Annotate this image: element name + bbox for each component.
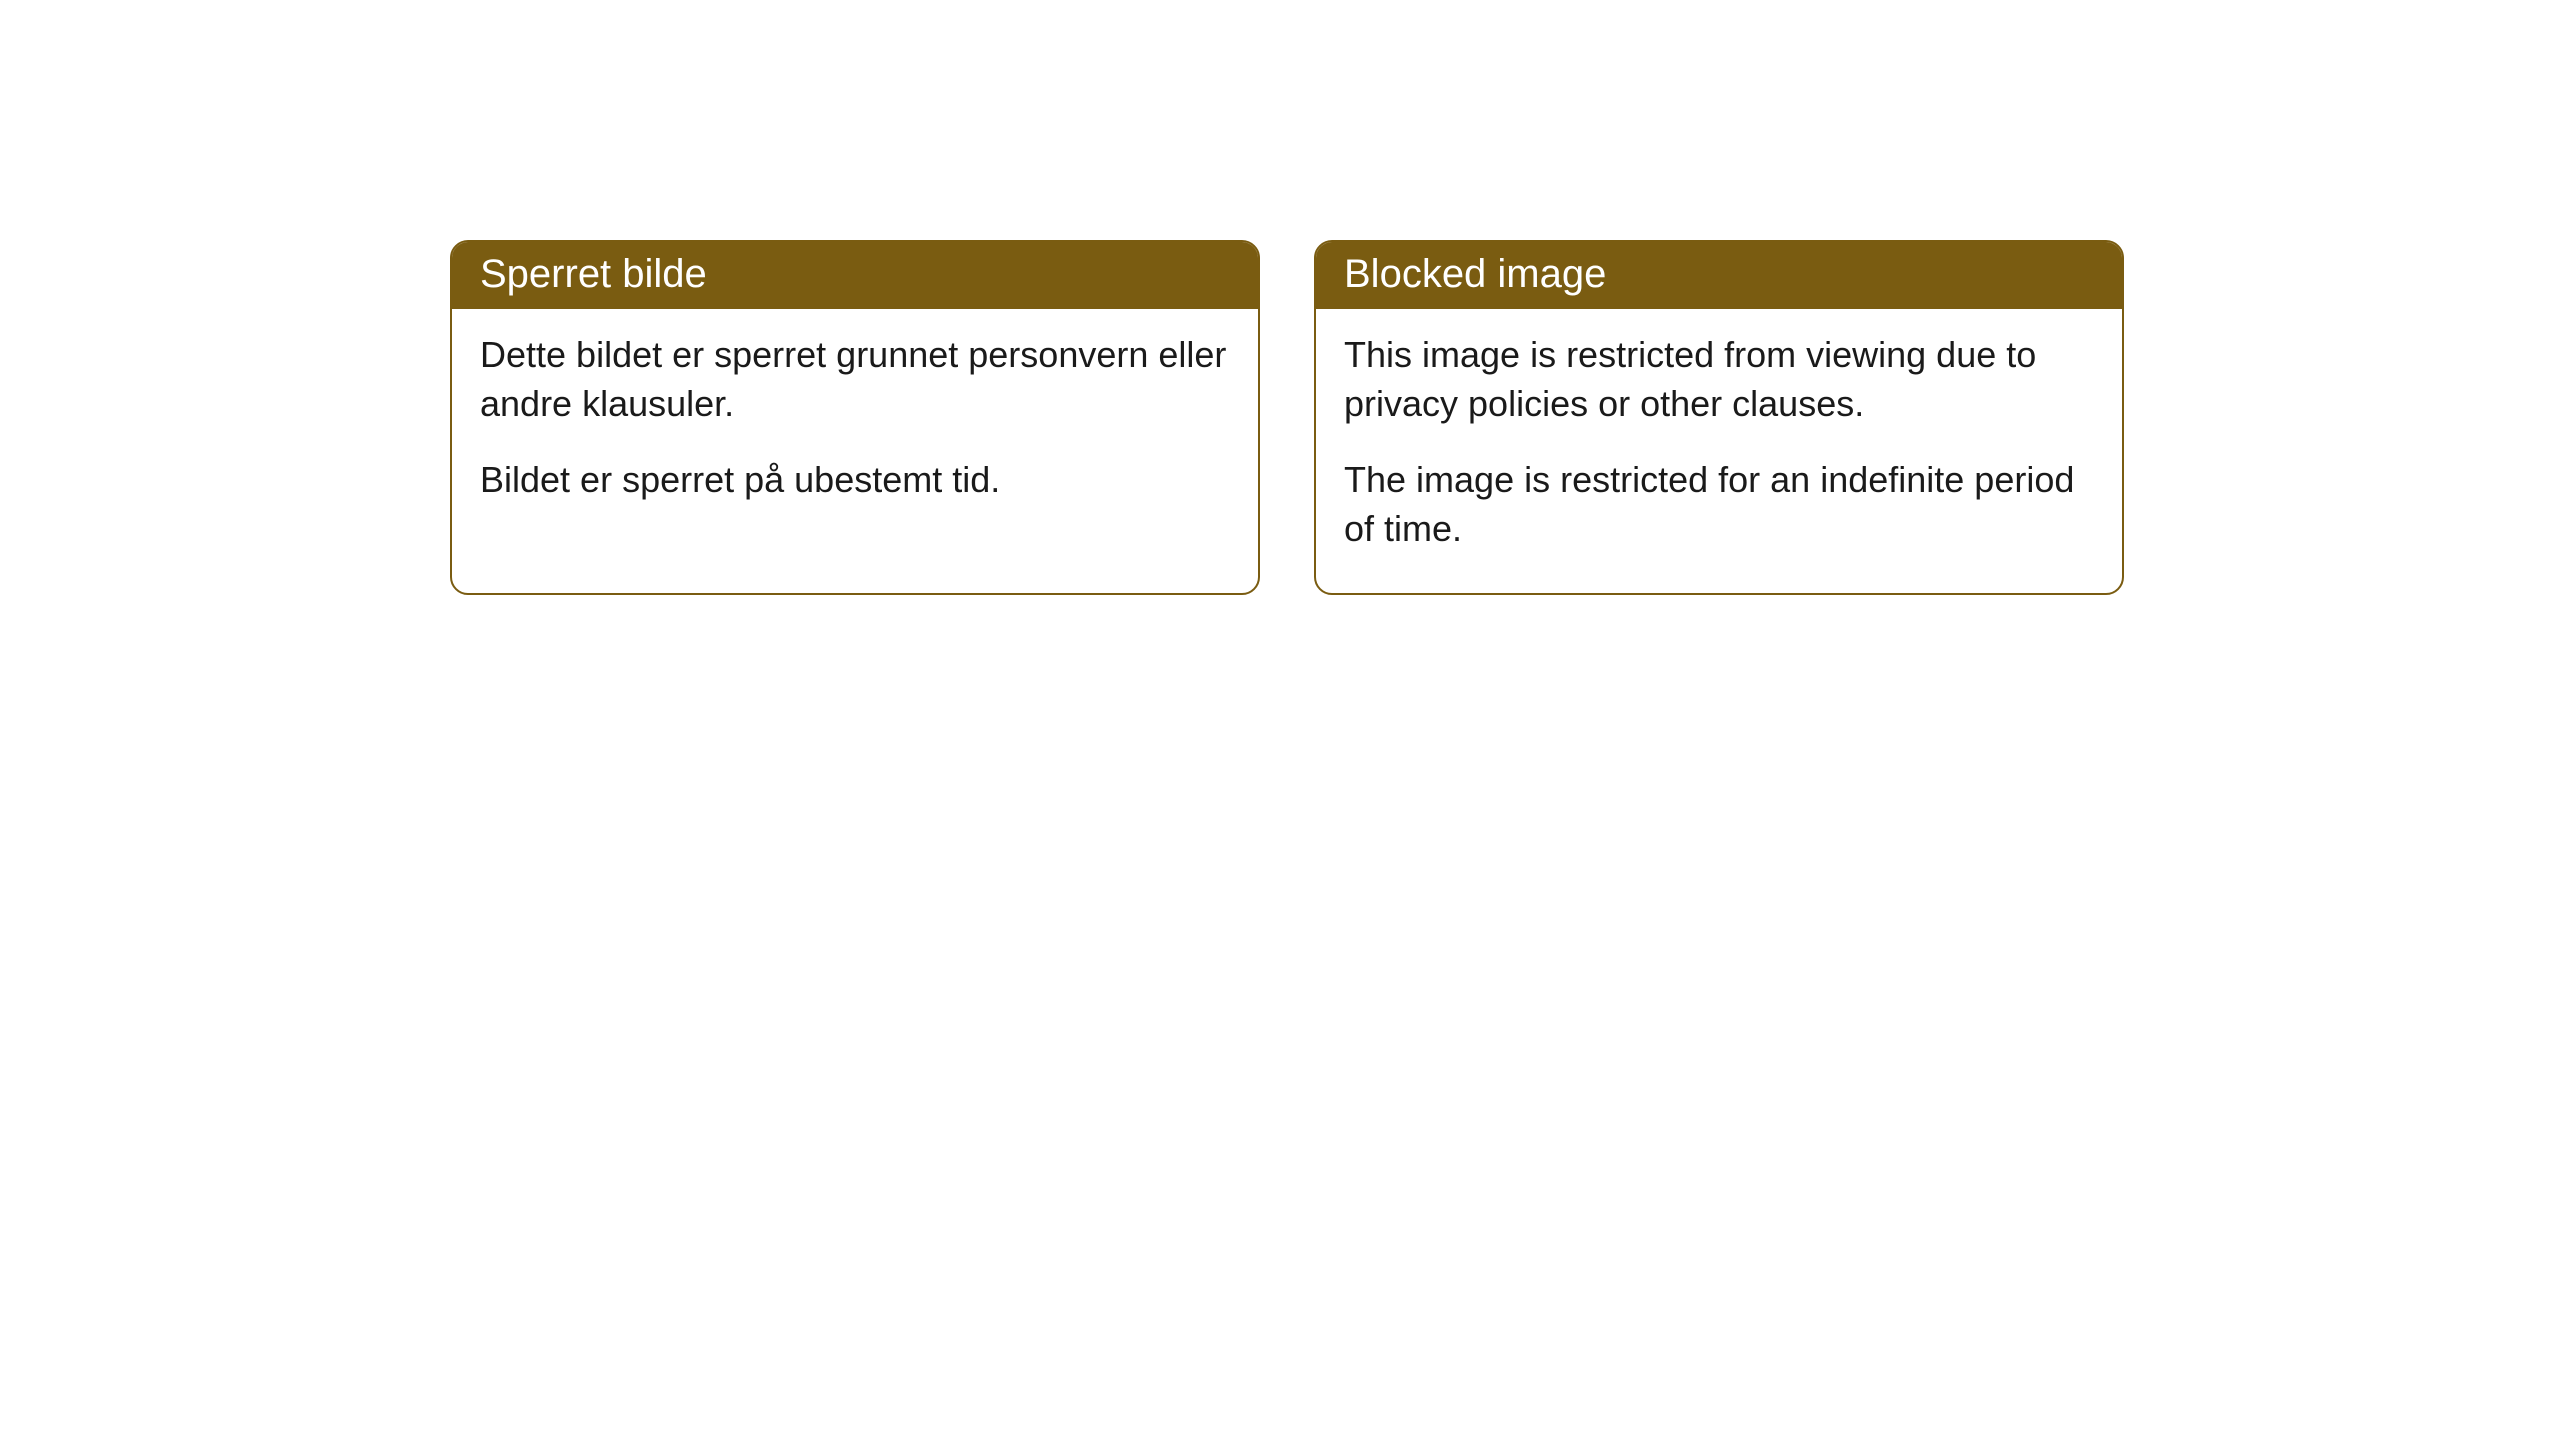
- notice-body-norwegian: Dette bildet er sperret grunnet personve…: [452, 309, 1258, 545]
- notice-body-english: This image is restricted from viewing du…: [1316, 309, 2122, 593]
- notice-paragraph: Bildet er sperret på ubestemt tid.: [480, 456, 1230, 505]
- notice-paragraph: Dette bildet er sperret grunnet personve…: [480, 331, 1230, 428]
- notice-title-norwegian: Sperret bilde: [452, 242, 1258, 309]
- notice-box-norwegian: Sperret bilde Dette bildet er sperret gr…: [450, 240, 1260, 595]
- notice-box-english: Blocked image This image is restricted f…: [1314, 240, 2124, 595]
- notice-container: Sperret bilde Dette bildet er sperret gr…: [450, 240, 2124, 595]
- notice-title-english: Blocked image: [1316, 242, 2122, 309]
- notice-paragraph: This image is restricted from viewing du…: [1344, 331, 2094, 428]
- notice-paragraph: The image is restricted for an indefinit…: [1344, 456, 2094, 553]
